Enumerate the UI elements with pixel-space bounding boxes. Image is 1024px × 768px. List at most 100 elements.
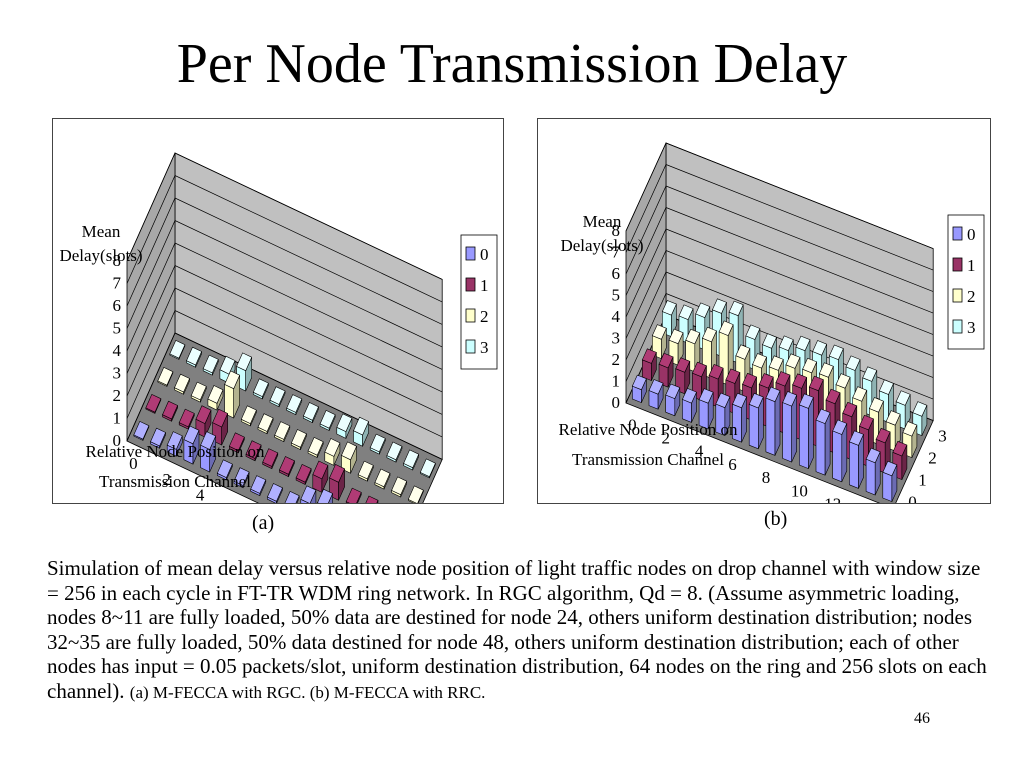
legend-swatch	[465, 339, 476, 354]
bar-top	[902, 421, 918, 437]
bar-top	[868, 397, 884, 413]
z-tick-label: 2	[928, 449, 937, 468]
data-bar	[882, 460, 898, 503]
bar-top	[708, 364, 724, 380]
bar-top	[374, 468, 391, 488]
bar-top	[224, 370, 241, 390]
data-bar	[798, 393, 814, 470]
data-bar	[279, 456, 295, 478]
bar-top	[257, 413, 274, 432]
legend-label: 3	[967, 318, 976, 337]
data-bar	[832, 419, 848, 483]
data-bar	[665, 383, 681, 417]
bar-top	[808, 375, 824, 392]
y-tick-label: 3	[113, 364, 122, 383]
bar-top	[353, 416, 369, 436]
bar-top	[661, 300, 677, 316]
data-bar	[848, 430, 864, 489]
x-tick-label: 10	[791, 481, 808, 500]
data-bar	[403, 449, 420, 471]
bar-top	[329, 463, 345, 483]
data-bar	[715, 392, 731, 437]
x-axis-label-line: Relative Node Position on	[86, 442, 265, 461]
bar-top	[875, 427, 891, 444]
bar-top	[865, 447, 881, 464]
data-bar	[169, 339, 186, 360]
bar-top	[885, 410, 901, 426]
data-bar	[648, 379, 664, 410]
bar-top	[641, 348, 657, 364]
gridline	[126, 287, 443, 415]
bar-top	[162, 400, 178, 420]
gridline	[126, 310, 443, 438]
description-small: (a) M-FECCA with RGC. (b) M-FECCA with R…	[129, 682, 486, 702]
x-tick-label: 0	[129, 454, 138, 473]
bar-top	[233, 467, 250, 486]
bar-front	[849, 441, 859, 489]
gridline	[126, 152, 443, 280]
bar-top	[357, 460, 374, 480]
bar-top	[728, 300, 744, 317]
bar-top	[200, 431, 217, 450]
data-bar	[269, 386, 286, 408]
data-bar	[698, 388, 714, 430]
data-bar	[150, 427, 166, 449]
z-tick-label: 1	[918, 471, 927, 490]
y-tick-label: 2	[113, 386, 122, 405]
bar-top	[782, 391, 798, 407]
x-axis-label-line: Transmission Channel	[99, 472, 251, 491]
data-bar	[284, 490, 300, 503]
legend-label: 3	[480, 338, 489, 357]
data-bar	[228, 432, 245, 454]
bar-top	[133, 420, 150, 440]
data-bar	[391, 476, 408, 498]
bar-top	[324, 438, 341, 457]
data-bar	[166, 431, 183, 457]
bar-top	[269, 386, 286, 405]
bar-top	[341, 441, 357, 461]
bar-top	[391, 476, 408, 496]
bar-top	[407, 485, 424, 503]
data-bar	[782, 391, 798, 463]
data-bar	[267, 483, 283, 503]
bar-top	[386, 441, 403, 461]
y-tick-label: 6	[612, 264, 621, 283]
data-bar	[174, 373, 190, 395]
gridline	[126, 265, 443, 393]
bar-top	[752, 353, 768, 369]
bar-top	[286, 394, 303, 413]
y-axis-label: Mean Delay(slots)	[59, 222, 142, 265]
data-bar	[336, 413, 353, 439]
bar-top	[252, 378, 269, 398]
bar-front	[765, 397, 776, 456]
bar-top	[878, 379, 894, 395]
bar-top	[369, 433, 386, 453]
bar-top	[685, 328, 701, 345]
gridline	[126, 332, 443, 460]
bar-top	[245, 440, 262, 459]
legend-swatch	[952, 288, 963, 303]
data-bar	[345, 487, 362, 503]
bar-top	[735, 344, 751, 360]
data-bar	[183, 425, 200, 465]
bar-top	[852, 386, 868, 402]
data-bar	[245, 440, 262, 462]
bar-top	[718, 320, 734, 336]
bar-front	[882, 471, 893, 503]
bar-top	[345, 487, 362, 503]
bar-top	[815, 408, 831, 424]
y-tick-label: 1	[113, 409, 122, 428]
data-bar	[892, 440, 908, 481]
y-tick-label: 1	[612, 372, 621, 391]
bar-top	[651, 324, 667, 340]
gridline	[126, 220, 443, 348]
chart-panel-a: 012345678024681012140MeanDelay(slots)Rel…	[52, 118, 504, 504]
gridline	[126, 175, 443, 303]
bar-top	[802, 357, 818, 374]
bar-top	[695, 302, 711, 318]
bar-top	[681, 388, 697, 404]
bar-top	[403, 449, 420, 469]
data-bar	[641, 348, 657, 382]
gridline	[625, 250, 934, 357]
data-bar	[748, 392, 764, 450]
